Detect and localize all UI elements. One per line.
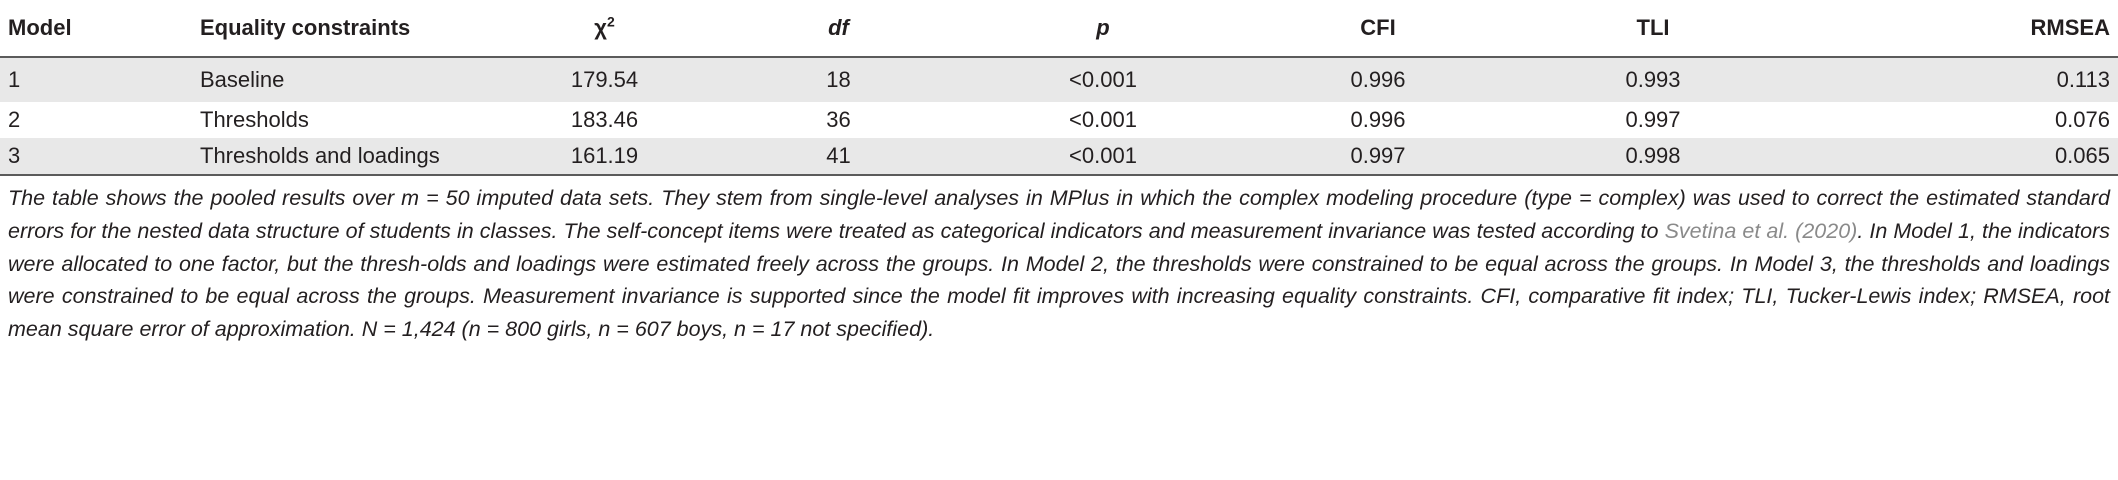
cell-df: 18 — [717, 57, 960, 102]
cell-p: <0.001 — [960, 102, 1246, 138]
results-table: Model Equality constraints χ2 df p CFI T… — [0, 0, 2118, 176]
table-footnote: The table shows the pooled results over … — [8, 182, 2110, 346]
table-row: 3 Thresholds and loadings 161.19 41 <0.0… — [0, 138, 2118, 176]
cell-constraints: Thresholds and loadings — [192, 138, 492, 176]
header-chi2: χ2 — [492, 0, 717, 58]
cell-cfi: 0.996 — [1246, 57, 1510, 102]
cell-tli: 0.993 — [1510, 57, 1796, 102]
header-df: df — [717, 0, 960, 58]
cell-df: 36 — [717, 102, 960, 138]
cell-tli: 0.997 — [1510, 102, 1796, 138]
cell-model: 3 — [0, 138, 192, 176]
cell-df: 41 — [717, 138, 960, 176]
header-rmsea: RMSEA — [1796, 0, 2118, 58]
header-p: p — [960, 0, 1246, 58]
cell-rmsea: 0.065 — [1796, 138, 2118, 176]
citation-link[interactable]: Svetina et al. (2020) — [1664, 218, 1858, 243]
cell-rmsea: 0.076 — [1796, 102, 2118, 138]
cell-chi2: 179.54 — [492, 57, 717, 102]
cell-cfi: 0.996 — [1246, 102, 1510, 138]
header-row: Model Equality constraints χ2 df p CFI T… — [0, 0, 2118, 58]
header-constraints: Equality constraints — [192, 0, 492, 58]
footnote-text-2: . In Model 1, the indicators were alloca… — [8, 218, 2111, 342]
cell-chi2: 183.46 — [492, 102, 717, 138]
footnote-text-1: The table shows the pooled results over … — [8, 186, 2110, 243]
table-row: 1 Baseline 179.54 18 <0.001 0.996 0.993 … — [0, 57, 2118, 102]
table-row: 2 Thresholds 183.46 36 <0.001 0.996 0.99… — [0, 102, 2118, 138]
cell-cfi: 0.997 — [1246, 138, 1510, 176]
cell-model: 1 — [0, 57, 192, 102]
cell-constraints: Baseline — [192, 57, 492, 102]
header-model: Model — [0, 0, 192, 58]
cell-p: <0.001 — [960, 57, 1246, 102]
cell-constraints: Thresholds — [192, 102, 492, 138]
cell-rmsea: 0.113 — [1796, 57, 2118, 102]
cell-p: <0.001 — [960, 138, 1246, 176]
header-tli: TLI — [1510, 0, 1796, 58]
cell-model: 2 — [0, 102, 192, 138]
header-chi2-superscript: 2 — [606, 13, 615, 30]
cell-chi2: 161.19 — [492, 138, 717, 176]
header-chi2-symbol: χ — [594, 15, 607, 40]
cell-tli: 0.998 — [1510, 138, 1796, 176]
header-cfi: CFI — [1246, 0, 1510, 58]
